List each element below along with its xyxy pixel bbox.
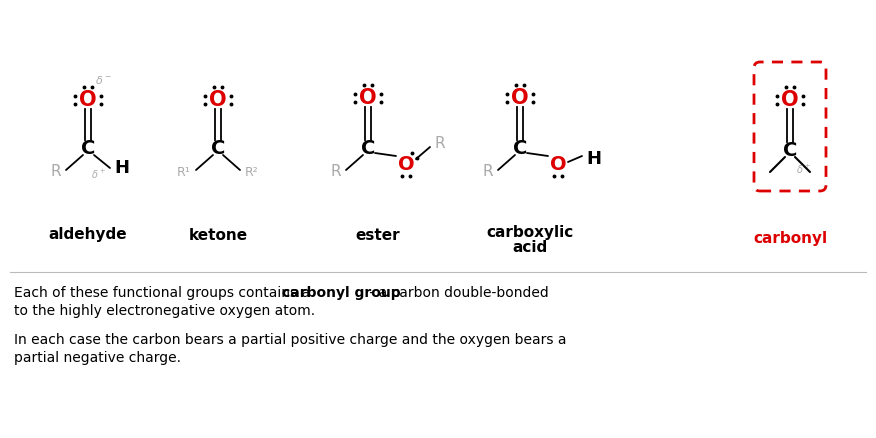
Text: In each case the carbon bears a partial positive charge and the oxygen bears a: In each case the carbon bears a partial … — [14, 333, 567, 347]
Text: aldehyde: aldehyde — [49, 227, 127, 243]
Text: H: H — [114, 159, 129, 177]
Text: R¹: R¹ — [177, 166, 191, 179]
Text: C: C — [783, 141, 797, 159]
Text: $\delta^-$: $\delta^-$ — [95, 74, 112, 86]
Text: R²: R² — [245, 166, 258, 179]
Text: O: O — [79, 90, 97, 110]
Text: acid: acid — [512, 240, 548, 255]
Text: carbonyl group: carbonyl group — [282, 286, 400, 300]
Text: carbonyl: carbonyl — [753, 230, 827, 246]
Text: R: R — [51, 165, 61, 180]
Text: O: O — [209, 90, 227, 110]
Text: to the highly electronegative oxygen atom.: to the highly electronegative oxygen ato… — [14, 304, 315, 318]
Text: C: C — [81, 138, 95, 158]
Text: carboxylic: carboxylic — [486, 225, 574, 240]
Text: ketone: ketone — [188, 227, 248, 243]
Text: R: R — [483, 165, 493, 180]
Text: O: O — [781, 90, 799, 110]
Text: R: R — [434, 137, 445, 152]
Text: O: O — [512, 88, 529, 108]
Text: $\delta^+$: $\delta^+$ — [91, 168, 106, 181]
Text: - a carbon double-bonded: - a carbon double-bonded — [365, 286, 548, 300]
Text: Each of these functional groups contains a: Each of these functional groups contains… — [14, 286, 314, 300]
Text: ester: ester — [356, 227, 400, 243]
Text: C: C — [512, 138, 527, 158]
Text: O: O — [359, 88, 377, 108]
Text: R: R — [330, 165, 341, 180]
Text: O: O — [398, 155, 414, 173]
Text: partial negative charge.: partial negative charge. — [14, 351, 181, 365]
Text: $\delta^+$: $\delta^+$ — [796, 163, 811, 176]
Text: H: H — [586, 150, 601, 168]
Text: O: O — [549, 155, 566, 173]
Text: C: C — [361, 138, 375, 158]
Text: C: C — [211, 138, 225, 158]
